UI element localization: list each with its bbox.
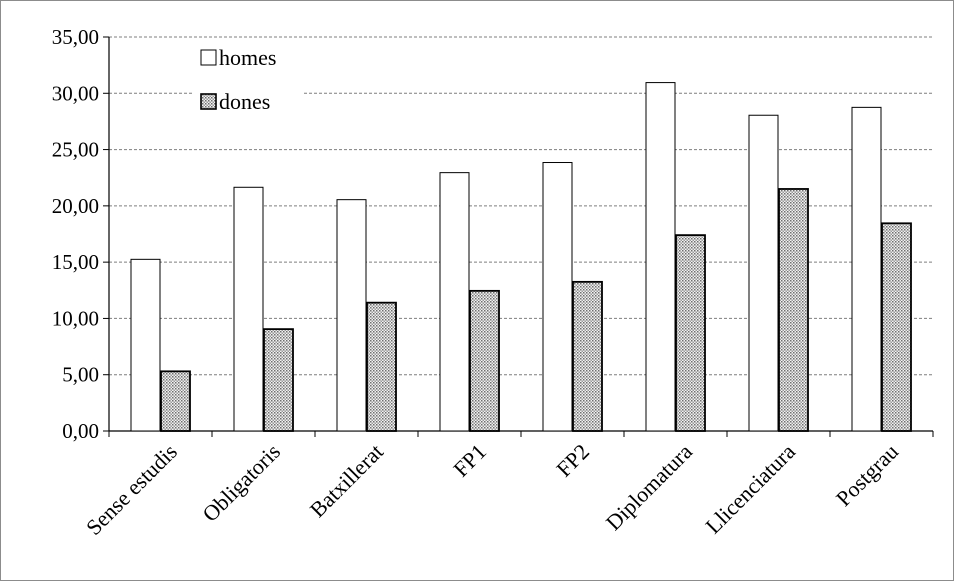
bar-homes-4 [439, 172, 470, 432]
bar-homes-8 [851, 106, 882, 432]
bar-homes-7 [748, 114, 779, 432]
y-tick-label: 10,00 [52, 306, 99, 330]
y-tick-label: 0,00 [62, 419, 99, 443]
legend-label-dones: dones [219, 89, 270, 114]
bar-homes-6 [645, 82, 676, 432]
y-tick-label: 35,00 [52, 25, 99, 49]
bar-dones-1 [160, 370, 191, 432]
x-category-label: Llicenciatura [700, 439, 800, 539]
bar-dones-3 [366, 301, 397, 432]
x-category-label: Batxillerat [305, 439, 388, 522]
legend: homes dones [193, 39, 303, 129]
x-category-label: Obligatoris [197, 439, 285, 527]
y-tick-label: 5,00 [62, 363, 99, 387]
bar-dones-6 [675, 234, 706, 432]
bar-dones-8 [881, 222, 912, 432]
bar-homes-2 [233, 186, 264, 432]
legend-swatch-homes [200, 49, 217, 66]
x-category-label: Diplomatura [601, 439, 697, 535]
legend-swatch-dones [200, 93, 217, 110]
bar-dones-5 [572, 280, 603, 432]
bar-homes-1 [130, 258, 161, 432]
y-tick-label: 15,00 [52, 250, 99, 274]
bar-homes-5 [542, 162, 573, 432]
x-category-label: Postgrau [831, 439, 903, 511]
x-category-label: Sense estudis [81, 439, 182, 540]
bar-dones-7 [778, 188, 809, 432]
bar-dones-2 [263, 328, 294, 432]
y-tick-label: 25,00 [52, 138, 99, 162]
y-tick-label: 30,00 [52, 81, 99, 105]
y-tick-label: 20,00 [52, 194, 99, 218]
x-category-label: FP1 [448, 439, 491, 482]
bars [130, 82, 912, 432]
legend-label-homes: homes [219, 45, 276, 70]
x-category-label: FP2 [551, 439, 594, 482]
bar-homes-3 [336, 199, 367, 432]
bar-dones-4 [469, 289, 500, 432]
